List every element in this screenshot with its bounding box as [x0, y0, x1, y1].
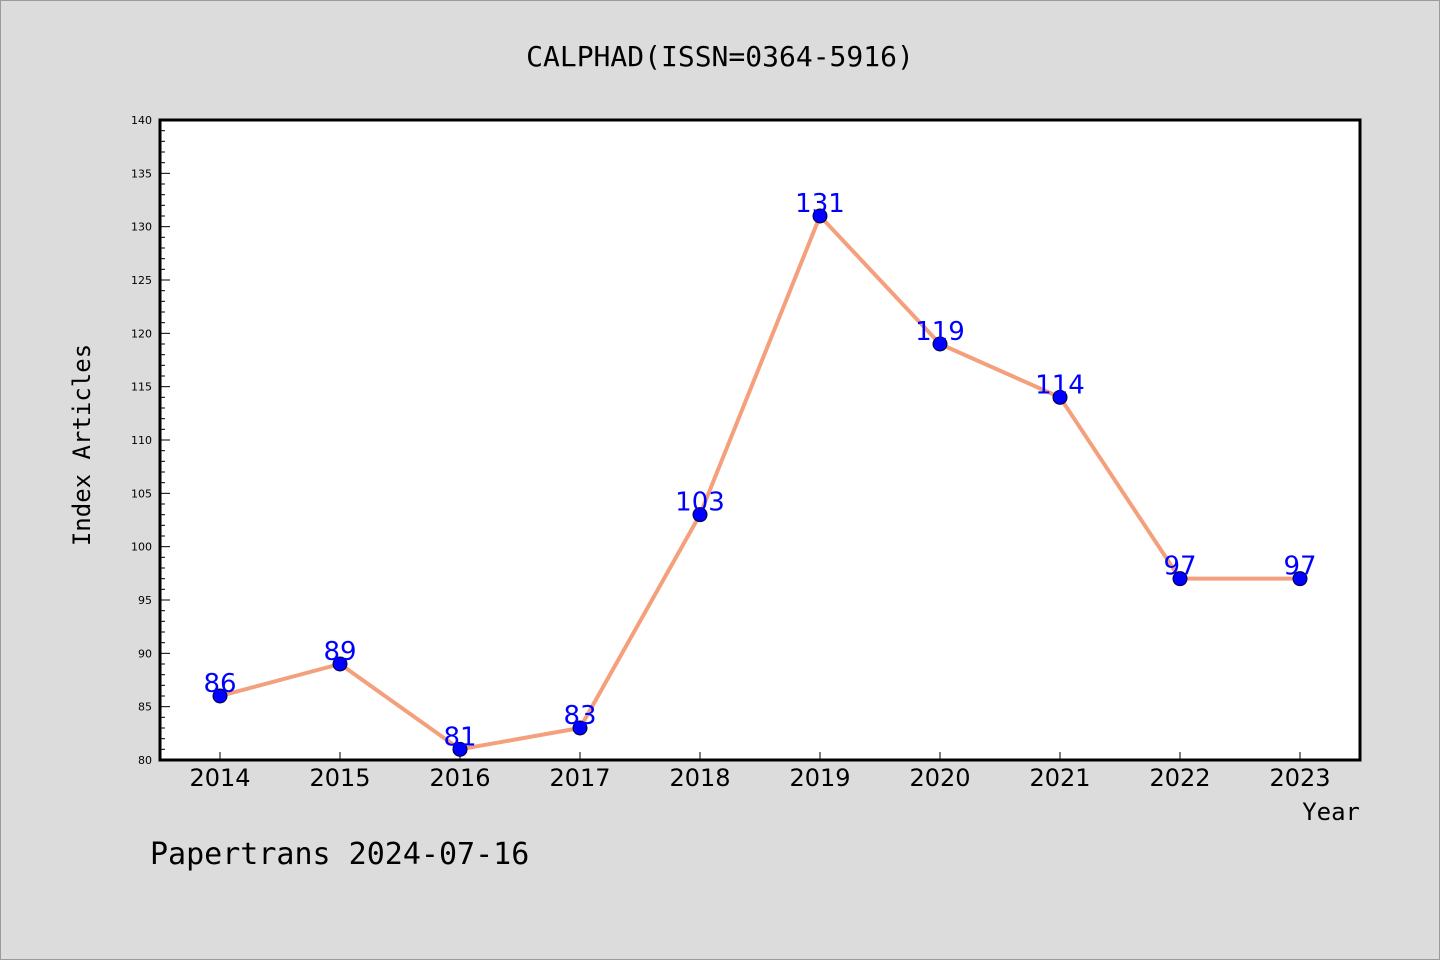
- data-point-marker: [1052, 389, 1068, 405]
- data-label: 97: [1163, 552, 1196, 582]
- data-point-marker: [452, 741, 468, 757]
- x-tick-label: 2018: [669, 764, 730, 792]
- data-label-group: 86 89 81 83 103 131 119 114 97 97: [203, 189, 1316, 752]
- data-point-marker: [1292, 571, 1308, 587]
- x-tick-label: 2023: [1269, 764, 1330, 792]
- x-tick-label: 2019: [789, 764, 850, 792]
- data-label: 119: [915, 317, 965, 347]
- x-tick-label: 2016: [429, 764, 490, 792]
- chart-title: CALPHAD(ISSN=0364-5916): [526, 40, 914, 73]
- y-tick-label: 80: [138, 754, 152, 767]
- y-tick-label: 100: [131, 541, 152, 554]
- x-tick-label: 2022: [1149, 764, 1210, 792]
- y-tick-label: 95: [138, 594, 152, 607]
- data-label: 86: [203, 669, 236, 699]
- data-point-marker: [692, 507, 708, 523]
- data-label: 131: [795, 189, 845, 219]
- series-line-group: [219, 214, 1300, 752]
- data-label: 97: [1283, 552, 1316, 582]
- data-point-marker: [332, 656, 348, 672]
- data-point-marker: [812, 208, 828, 224]
- data-point-marker: [212, 688, 228, 704]
- y-axis: 80 85 90 95 100 105 110 115 120 125 130 135 140: [131, 114, 170, 767]
- y-tick-label: 125: [131, 274, 152, 287]
- y-tick-label: 110: [131, 434, 152, 447]
- x-tick-label: 2014: [189, 764, 250, 792]
- data-point-marker: [1172, 571, 1188, 587]
- data-label: 114: [1035, 370, 1085, 400]
- marker-group: [212, 208, 1308, 757]
- y-tick-label: 120: [131, 327, 152, 340]
- data-label: 83: [563, 701, 596, 731]
- y-tick-label: 90: [138, 647, 152, 660]
- x-tick-label: 2021: [1029, 764, 1090, 792]
- y-tick-label: 85: [138, 701, 152, 714]
- data-label: 103: [675, 488, 725, 518]
- y-tick-label: 130: [131, 221, 152, 234]
- y-tick-label: 135: [131, 167, 152, 180]
- x-axis: 2014 2015 2016 2017 2018 2019 2020 2021 2022 2023: [189, 752, 1331, 792]
- data-label: 81: [443, 722, 476, 752]
- y-axis-label: Index Articles: [68, 344, 96, 546]
- x-tick-label: 2020: [909, 764, 970, 792]
- x-tick-label: 2017: [549, 764, 610, 792]
- footer-text: Papertrans 2024-07-16: [150, 837, 529, 872]
- y-tick-label: 105: [131, 487, 152, 500]
- data-point-marker: [572, 720, 588, 736]
- y-tick-label: 115: [131, 381, 152, 394]
- plot-area: [158, 118, 1362, 762]
- x-axis-label: Year: [1302, 798, 1360, 826]
- data-point-marker: [932, 336, 948, 352]
- data-label: 89: [323, 637, 356, 667]
- series-line: [219, 214, 1300, 752]
- y-tick-label: 140: [131, 114, 152, 127]
- x-tick-label: 2015: [309, 764, 370, 792]
